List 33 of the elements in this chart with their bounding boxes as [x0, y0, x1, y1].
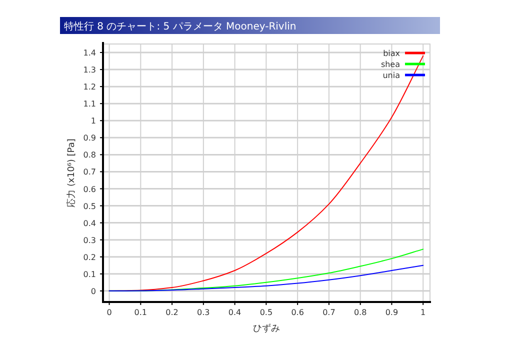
x-axis-title: ひずみ: [253, 323, 280, 334]
y-tick-label: 0.7: [83, 168, 96, 177]
y-tick-label: 0.9: [83, 134, 96, 143]
y-tick-label: 1.4: [83, 48, 96, 58]
y-tick-label: 0.8: [83, 150, 96, 160]
y-tick-label: 0.6: [83, 184, 96, 194]
legend-label: unia: [382, 71, 400, 80]
x-tick-label: 0.9: [385, 308, 398, 317]
legend-label: shea: [380, 60, 400, 69]
y-tick-label: 0.4: [83, 218, 96, 228]
y-tick-label: 0.1: [83, 270, 96, 279]
y-tick-label: 1.3: [83, 66, 96, 75]
y-axis-title: 応力 (x10⁶) [Pa]: [66, 138, 77, 208]
x-tick-label: 0.6: [291, 308, 304, 317]
x-tick-label: 0.4: [228, 308, 242, 317]
y-tick-label: 1.2: [83, 82, 96, 92]
chart-title: 特性行 8 のチャート: 5 パラメータ Mooney-Rivlin: [64, 20, 296, 32]
x-tick-label: 0.3: [197, 308, 210, 317]
x-tick-label: 0.2: [166, 308, 178, 317]
line-series: [108, 264, 424, 292]
x-tick-label: 1: [420, 308, 426, 317]
x-tick-label: 0: [106, 308, 112, 317]
y-tick-label: 1: [90, 116, 96, 126]
x-tick-label: 0.1: [134, 308, 148, 317]
y-tick-label: 0.5: [83, 202, 96, 211]
legend-label: biax: [383, 49, 400, 58]
y-tick-label: 1.1: [83, 100, 96, 109]
y-tick-label: 0: [90, 286, 96, 296]
x-tick-label: 0.7: [322, 308, 336, 317]
x-tick-label: 0.8: [354, 308, 367, 317]
x-tick-label: 0.5: [260, 308, 273, 317]
y-tick-label: 0.2: [83, 252, 96, 262]
y-tick-label: 0.3: [83, 236, 96, 245]
